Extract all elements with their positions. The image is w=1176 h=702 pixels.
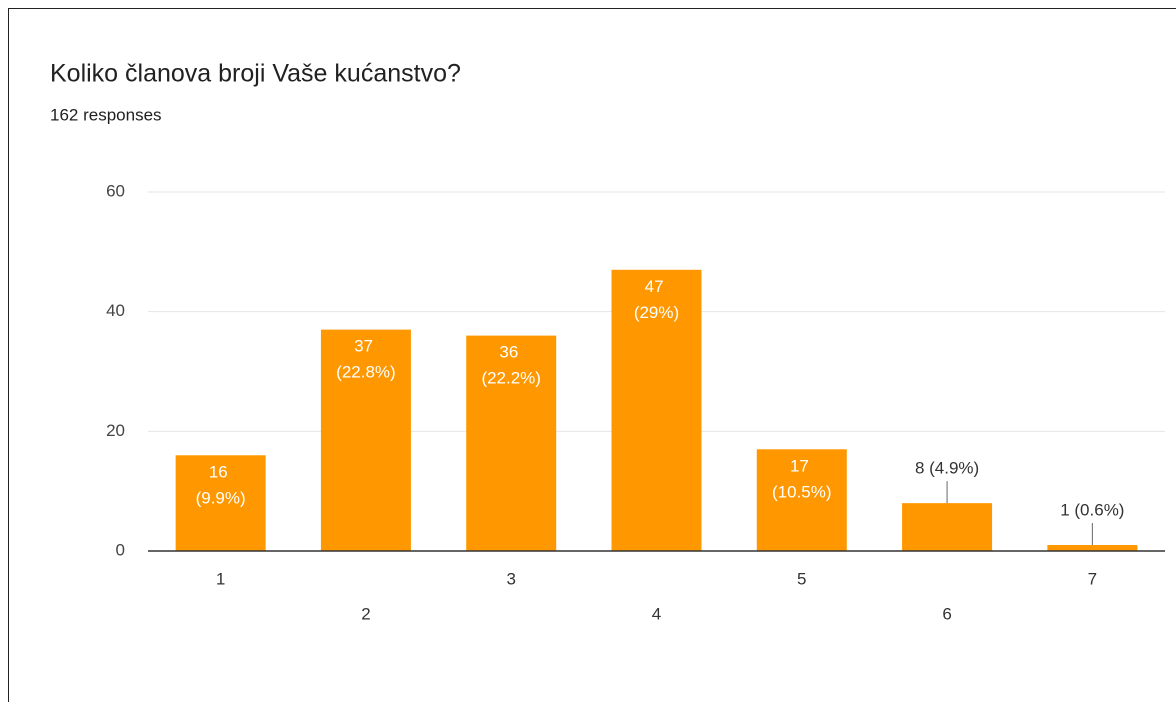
x-tick-label: 7 bbox=[1088, 569, 1097, 588]
bar bbox=[611, 269, 702, 551]
data-label-line: 36 bbox=[499, 343, 523, 362]
data-label: 1 (0.6%) bbox=[1060, 501, 1124, 520]
x-tick-label: 6 bbox=[942, 604, 951, 623]
y-tick-label: 40 bbox=[106, 301, 125, 320]
y-tick-label: 60 bbox=[106, 181, 125, 200]
y-tick-label: 20 bbox=[106, 421, 125, 440]
bar bbox=[756, 449, 847, 551]
data-label-line: (9.9%) bbox=[196, 489, 246, 508]
data-label-line: 37 bbox=[354, 337, 378, 356]
data-label-line: (10.5%) bbox=[772, 483, 832, 502]
chart-subtitle: 162 responses bbox=[50, 105, 162, 124]
bar bbox=[902, 503, 993, 551]
data-label: 8 (4.9%) bbox=[915, 459, 979, 478]
data-label-line: (29%) bbox=[634, 303, 679, 322]
data-label-line: (22.8%) bbox=[336, 363, 396, 382]
bar bbox=[175, 455, 266, 551]
chart-title: Koliko članova broji Vaše kućanstvo? bbox=[50, 60, 461, 88]
x-tick-label: 5 bbox=[797, 569, 806, 588]
x-tick-label: 3 bbox=[506, 569, 515, 588]
data-label: 37 (22.8%) bbox=[336, 337, 396, 382]
x-tick-label: 1 bbox=[216, 569, 225, 588]
data-label-line: 16 bbox=[209, 463, 233, 482]
data-label: 47 (29%) bbox=[634, 277, 679, 322]
data-label-line: 17 bbox=[790, 457, 814, 476]
bar bbox=[1047, 545, 1138, 551]
frame bbox=[8, 8, 1176, 702]
data-label: 36 (22.2%) bbox=[481, 343, 541, 388]
data-label: 17 (10.5%) bbox=[772, 457, 832, 502]
x-tick-label: 4 bbox=[652, 604, 661, 623]
data-label-line: (22.2%) bbox=[481, 369, 541, 388]
bar bbox=[320, 329, 411, 551]
y-tick-label: 0 bbox=[116, 540, 125, 559]
bar bbox=[466, 335, 557, 551]
data-label: 16 (9.9%) bbox=[196, 463, 246, 508]
x-tick-label: 2 bbox=[361, 604, 370, 623]
data-label-line: 47 bbox=[645, 277, 669, 296]
